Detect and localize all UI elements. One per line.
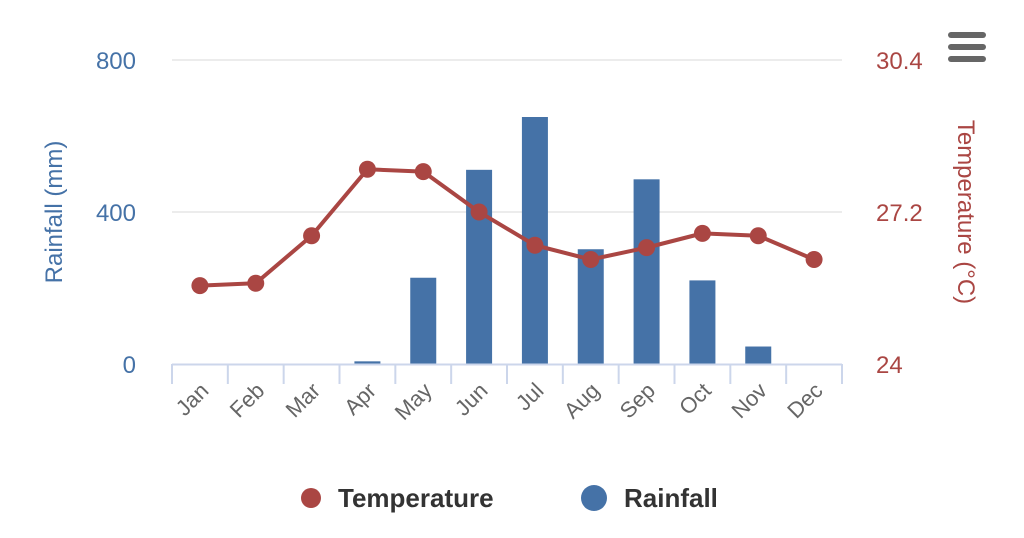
left-y-axis: 0 400 800 [96,48,136,379]
rainfall-bar[interactable] [633,179,660,364]
temperature-line [191,160,823,295]
legend-item-rainfall[interactable]: Rainfall [581,483,718,513]
x-axis: Jan Feb Mar Apr May Jun Jul Aug Sep Oct Nov Dec [171,363,843,425]
rainfall-bar[interactable] [354,361,381,364]
left-tick-label: 400 [96,200,136,227]
right-tick-label: 24 [876,352,903,379]
temperature-point[interactable] [414,163,432,181]
temperature-point[interactable] [358,160,376,178]
x-tick-label: Dec [782,378,827,423]
temperature-point[interactable] [749,227,767,245]
legend-label-rainfall: Rainfall [624,483,718,513]
right-tick-label: 27.2 [876,200,923,227]
temperature-point[interactable] [247,274,265,292]
temperature-point[interactable] [693,224,711,242]
right-axis-title: Temperature (°C) [952,120,979,304]
temperature-point[interactable] [638,239,656,257]
rainfall-bars [354,117,772,364]
rainfall-bar[interactable] [745,346,772,364]
temperature-point[interactable] [805,251,823,268]
legend-item-temperature[interactable]: Temperature [301,483,494,513]
x-tick-label: Jul [511,378,549,416]
temperature-point[interactable] [191,277,209,295]
x-tick-label: May [390,378,437,425]
x-tick-label: Jan [171,378,214,421]
left-tick-label: 0 [123,352,136,379]
legend-label-temperature: Temperature [338,483,494,513]
rainfall-bar[interactable] [410,277,437,364]
temperature-point[interactable] [470,203,488,221]
rainfall-bar[interactable] [577,249,604,364]
x-tick-label: Apr [339,378,381,420]
x-tick-label: Aug [559,378,604,423]
gridlines [172,59,842,213]
legend: Temperature Rainfall [301,483,718,513]
x-tick-label: Feb [225,378,269,422]
x-tick-label: Oct [674,378,716,420]
legend-marker-temperature [301,488,321,508]
right-y-axis: 24 27.2 30.4 [876,48,923,379]
left-tick-label: 800 [96,48,136,75]
x-tick-label: Mar [281,378,325,422]
x-tick-label: Nov [726,378,771,423]
rainfall-bar[interactable] [466,169,493,364]
rainfall-bar[interactable] [689,280,716,364]
chart-menu-button[interactable] [944,28,988,68]
x-tick-label: Jun [450,378,493,421]
temperature-point[interactable] [303,227,321,245]
right-tick-label: 30.4 [876,48,923,75]
temperature-point[interactable] [526,236,544,254]
x-tick-label: Sep [615,378,660,423]
legend-marker-rainfall [581,485,607,511]
temperature-point[interactable] [582,251,600,268]
left-axis-title: Rainfall (mm) [41,141,68,284]
hamburger-menu-icon[interactable] [948,32,986,62]
temperature-line-path [197,167,817,288]
